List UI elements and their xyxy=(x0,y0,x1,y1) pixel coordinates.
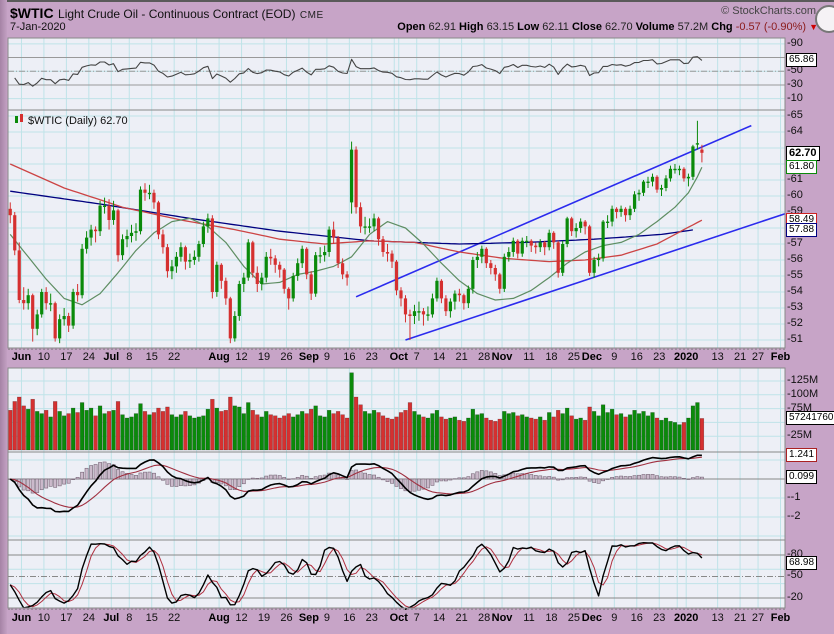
chg-label: Chg xyxy=(711,21,733,33)
stockcharts-logo-icon xyxy=(815,5,834,33)
high-label: High xyxy=(459,21,484,33)
symbol: $WTIC xyxy=(10,5,54,21)
volume-label: Volume xyxy=(635,21,675,33)
exchange: CME xyxy=(299,10,324,21)
low-value: 62.11 xyxy=(542,21,569,33)
stockcharts-credit: © StockCharts.com xyxy=(721,5,816,17)
chart-date: 7-Jan-2020 xyxy=(10,21,66,33)
open-label: Open xyxy=(397,21,426,33)
chart-header: $WTIC Light Crude Oil - Continuous Contr… xyxy=(10,5,324,23)
low-label: Low xyxy=(517,21,540,33)
open-value: 62.91 xyxy=(428,21,456,33)
window-top-edge xyxy=(0,0,834,2)
close-label: Close xyxy=(572,21,602,33)
high-value: 63.15 xyxy=(486,21,515,33)
chg-value: -0.57 (-0.90%) xyxy=(735,21,807,33)
window-left-edge xyxy=(0,0,7,634)
close-value: 62.70 xyxy=(605,21,633,33)
volume-value: 57.2M xyxy=(677,21,709,33)
symbol-name: Light Crude Oil - Continuous Contract (E… xyxy=(58,7,296,21)
down-triangle-icon: ▼ xyxy=(809,22,818,32)
quote-line: Open 62.91 High 63.15 Low 62.11 Close 62… xyxy=(397,21,818,33)
